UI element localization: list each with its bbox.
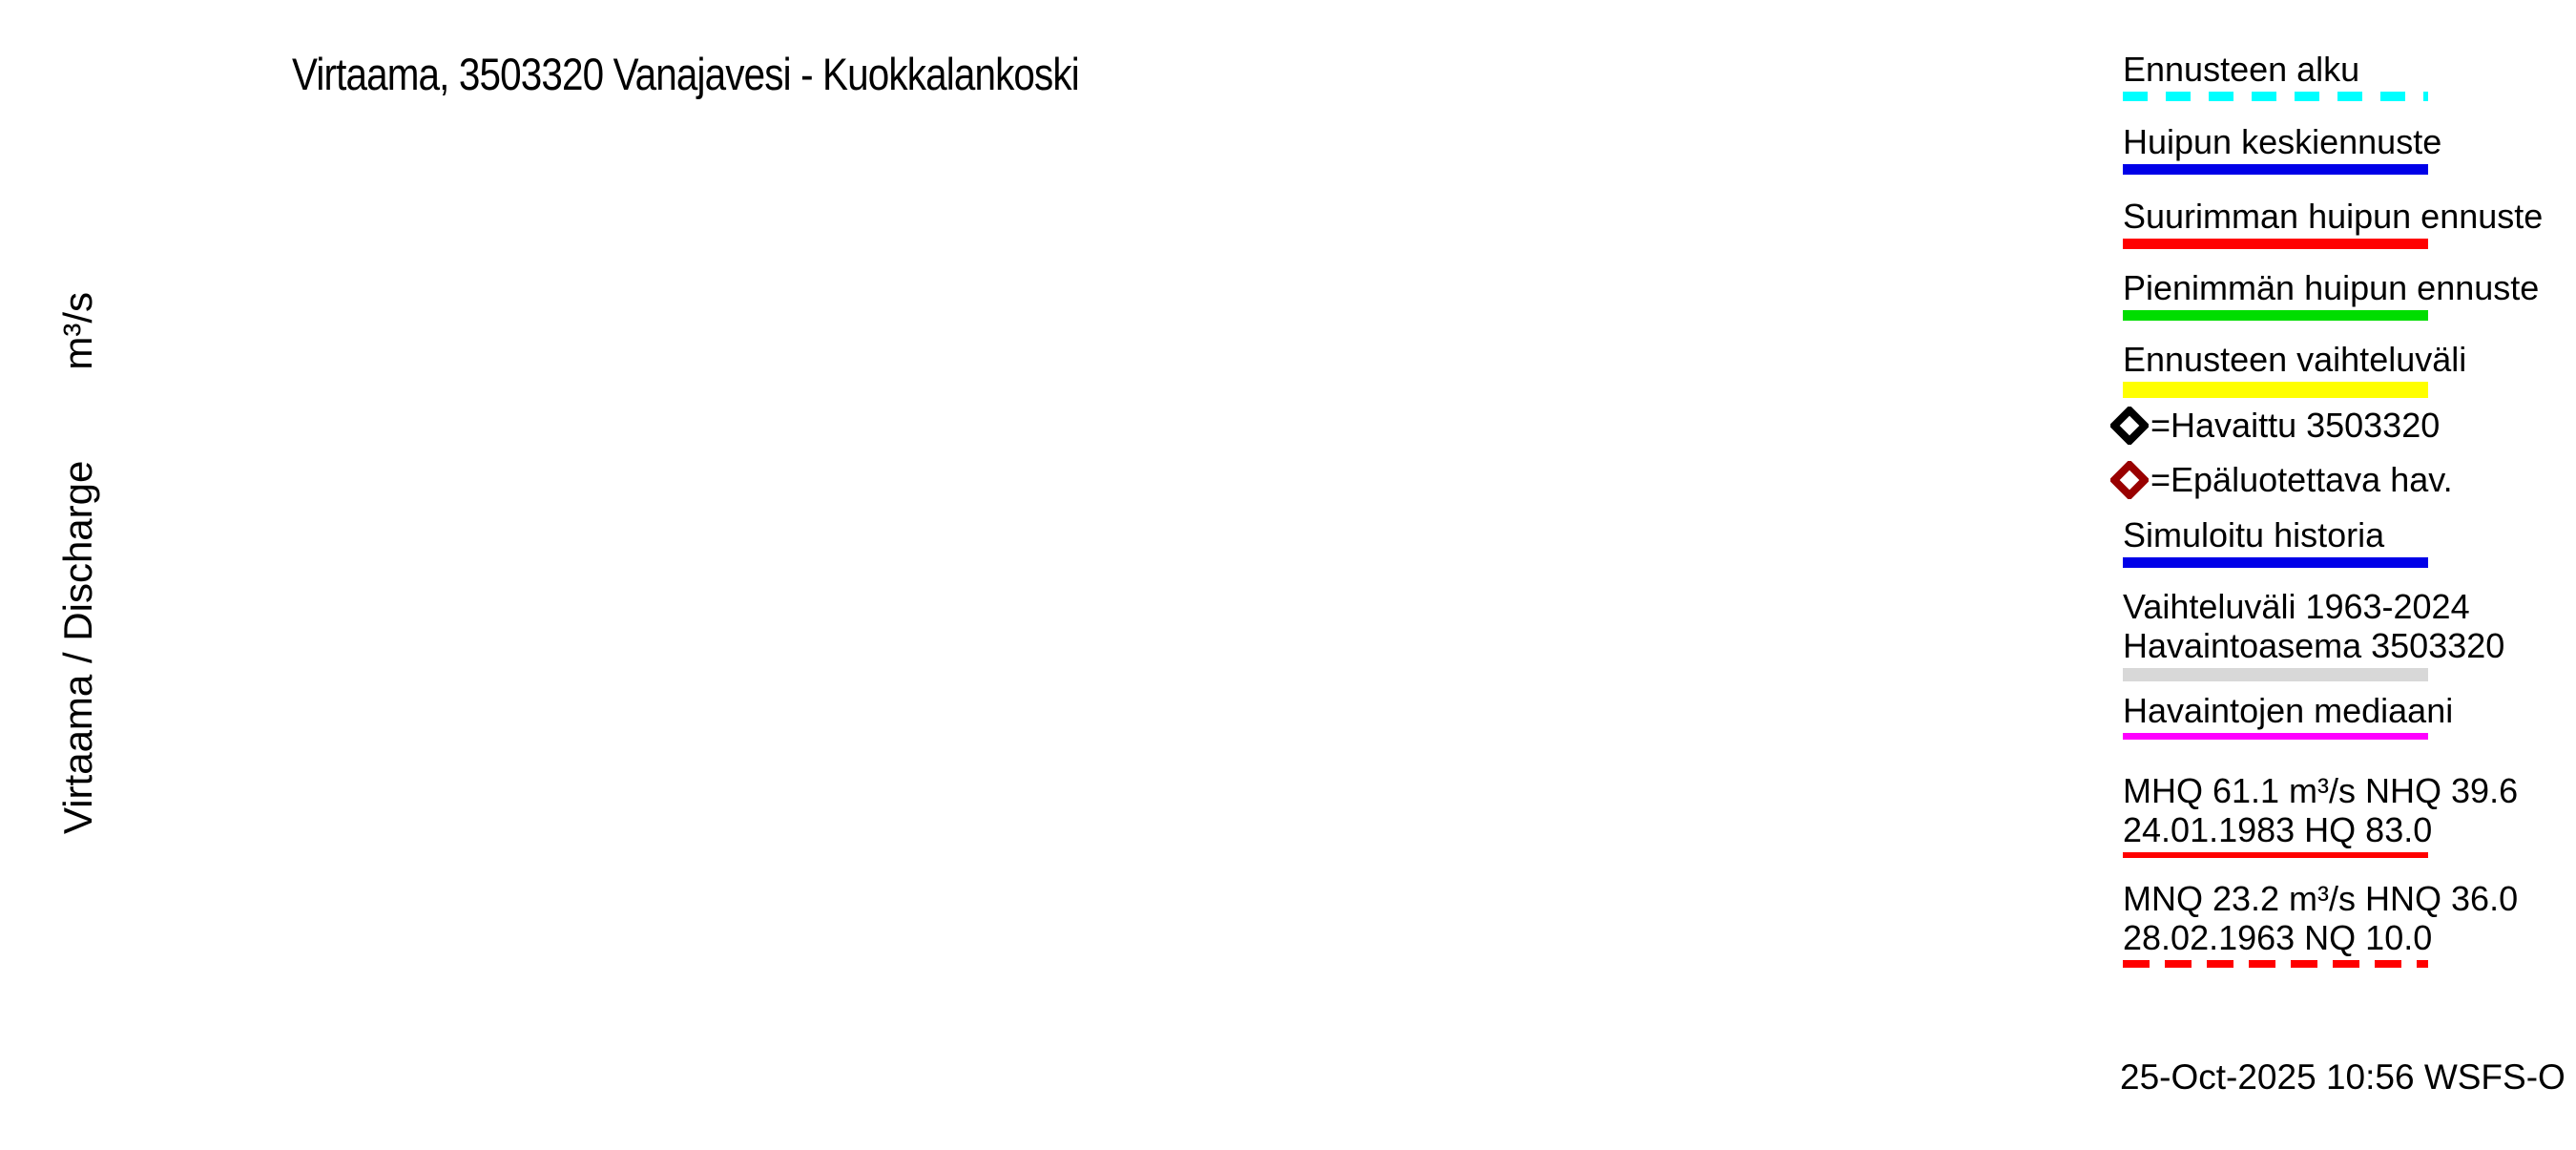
legend-item-forecast-range: Ennusteen vaihteluväli — [2110, 340, 2568, 398]
legend-item-max-peak-forecast: Suurimman huipun ennuste — [2110, 197, 2568, 249]
red-solid-line-sample — [2123, 852, 2428, 858]
blue-line-sample — [2123, 164, 2428, 175]
legend-label-line2: 28.02.1963 NQ 10.0 — [2123, 918, 2433, 957]
black-diamond-icon — [2110, 406, 2149, 445]
legend-label: =Havaittu 3503320 — [2150, 406, 2441, 445]
y-axis-label-text: Virtaama / Discharge — [55, 460, 100, 835]
page-title: Virtaama, 3503320 Vanajavesi - Kuokkalan… — [292, 49, 1080, 99]
darkred-diamond-icon — [2110, 460, 2149, 499]
legend-item-simulated-history: Simuloitu historia — [2110, 515, 2568, 568]
gray-band-sample — [2123, 668, 2428, 681]
legend-item-min-peak-forecast: Pienimmän huipun ennuste — [2110, 268, 2568, 321]
legend-label: =Epäluotettava hav. — [2150, 460, 2453, 499]
legend-item-observed: =Havaittu 3503320 — [2110, 406, 2568, 445]
legend-label-line2: Havaintoasema 3503320 — [2123, 626, 2505, 665]
legend-label: Simuloitu historia — [2123, 515, 2385, 554]
green-line-sample — [2123, 310, 2428, 321]
legend-label: MNQ 23.2 m³/s HNQ 36.0 — [2123, 879, 2519, 918]
legend-item-mhq: MHQ 61.1 m³/s NHQ 39.6 24.01.1983 HQ 83.… — [2110, 771, 2568, 858]
legend-label: Ennusteen alku — [2123, 50, 2360, 89]
legend-label-line2: 24.01.1983 HQ 83.0 — [2123, 810, 2433, 849]
y-axis-label: Virtaama / Discharge m³/s — [55, 292, 101, 834]
legend-item-unreliable-observation: =Epäluotettava hav. — [2110, 460, 2568, 499]
timestamp: 25-Oct-2025 10:56 WSFS-O — [2120, 1057, 2566, 1097]
legend-item-forecast-start: Ennusteen alku — [2110, 50, 2568, 101]
legend-label: Ennusteen vaihteluväli — [2123, 340, 2467, 379]
legend-label: Suurimman huipun ennuste — [2123, 197, 2544, 236]
red-line-sample — [2123, 239, 2428, 249]
blue-line-sample — [2123, 557, 2428, 568]
yellow-band-sample — [2123, 382, 2428, 398]
legend-label: MHQ 61.1 m³/s NHQ 39.6 — [2123, 771, 2519, 810]
legend-label: Huipun keskiennuste — [2123, 122, 2442, 161]
legend-item-mean-peak-forecast: Huipun keskiennuste — [2110, 122, 2568, 175]
magenta-line-sample — [2123, 733, 2428, 740]
legend-label: Pienimmän huipun ennuste — [2123, 268, 2540, 307]
y-axis-unit: m³/s — [55, 291, 100, 370]
cyan-dashed-line-sample — [2123, 92, 2428, 101]
legend-label: Havaintojen mediaani — [2123, 691, 2454, 730]
red-dashed-line-sample — [2123, 960, 2428, 968]
legend-item-observation-median: Havaintojen mediaani — [2110, 691, 2568, 740]
legend-item-mnq: MNQ 23.2 m³/s HNQ 36.0 28.02.1963 NQ 10.… — [2110, 879, 2568, 968]
legend-label: Vaihteluväli 1963-2024 — [2123, 587, 2470, 626]
legend-item-historical-range: Vaihteluväli 1963-2024 Havaintoasema 350… — [2110, 587, 2568, 681]
